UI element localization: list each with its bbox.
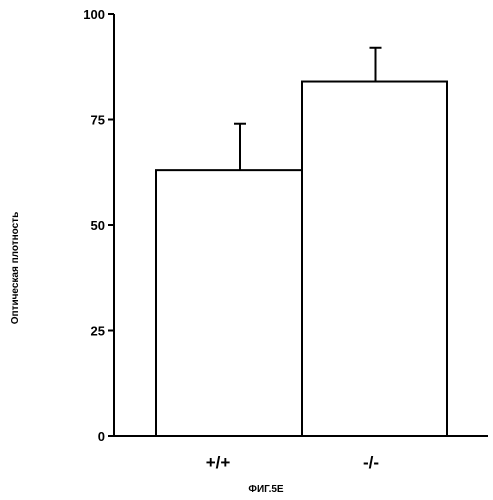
y-tick-label-0: 0 bbox=[98, 429, 105, 444]
y-tick-label-50: 50 bbox=[91, 218, 105, 233]
bars bbox=[156, 82, 447, 436]
y-axis: 0 25 50 75 100 bbox=[83, 7, 114, 444]
y-tick-label-25: 25 bbox=[91, 324, 105, 339]
figure-caption: ФИГ.5E bbox=[248, 484, 283, 495]
y-tick-label-100: 100 bbox=[83, 7, 105, 22]
bar-knockout bbox=[302, 82, 447, 436]
y-tick-label-75: 75 bbox=[91, 113, 105, 128]
y-axis-label: Оптическая плотность bbox=[10, 212, 21, 324]
x-axis: +/+ -/- bbox=[114, 436, 488, 472]
x-category-label-1: -/- bbox=[363, 453, 379, 472]
bar-wild-type bbox=[156, 170, 302, 436]
x-category-label-0: +/+ bbox=[206, 453, 231, 472]
